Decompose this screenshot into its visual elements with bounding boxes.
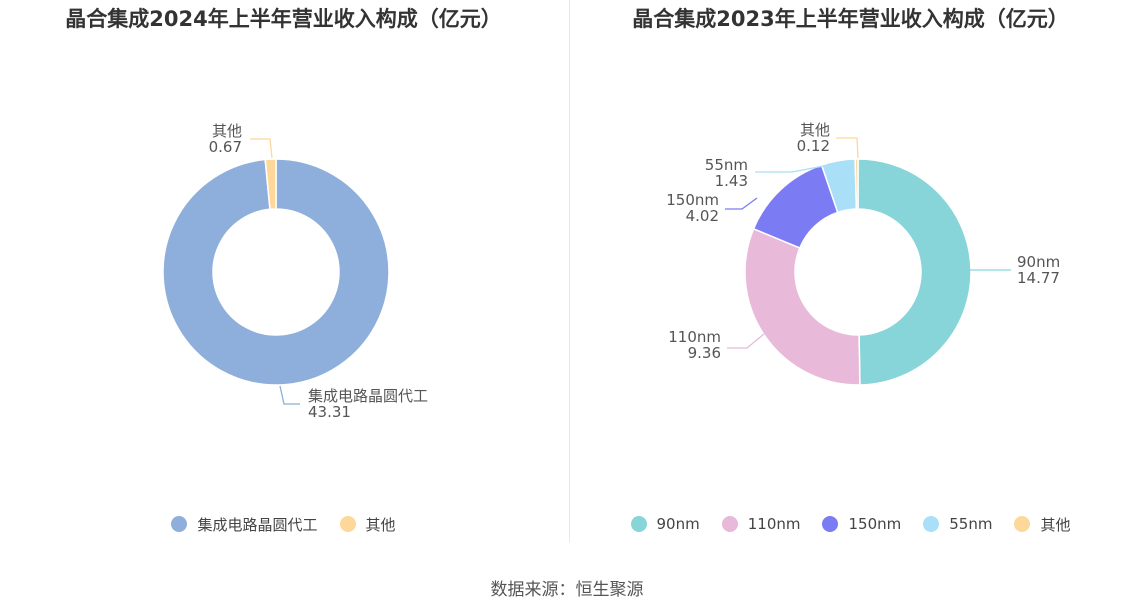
- legend: 90nm 110nm 150nm 55nm 其他: [567, 513, 1134, 535]
- legend-label: 其他: [365, 515, 396, 534]
- slice-其他: [264, 158, 277, 211]
- slice-集成电路晶圆代工: [162, 158, 390, 386]
- legend-label: 110nm: [747, 515, 801, 533]
- legend-label: 集成电路晶圆代工: [197, 515, 318, 534]
- legend-item-55nm[interactable]: 55nm: [923, 515, 992, 533]
- legend-label: 其他: [1040, 515, 1071, 534]
- leader-line-其他: [250, 138, 273, 159]
- chart-title: 晶合集成2024年上半年营业收入构成（亿元）: [65, 7, 502, 31]
- legend-marker: [339, 516, 356, 532]
- slice-value-90nm: 14.77: [1017, 269, 1060, 287]
- slice-其他: [854, 158, 859, 210]
- leader-line-110nm: [727, 333, 765, 349]
- slice-label-其他: 其他: [212, 122, 242, 140]
- legend-marker: [721, 516, 738, 532]
- slice-value-其他: 0.12: [797, 137, 830, 155]
- legend-marker: [630, 516, 647, 532]
- legend-item-集成电路晶圆代工[interactable]: 集成电路晶圆代工: [171, 514, 318, 535]
- legend-marker: [1014, 516, 1031, 532]
- legend-label: 55nm: [949, 515, 993, 533]
- leader-line-55nm: [755, 164, 830, 173]
- chart-title: 晶合集成2023年上半年营业收入构成（亿元）: [632, 7, 1069, 31]
- legend-item-110nm[interactable]: 110nm: [721, 515, 801, 533]
- slice-value-55nm: 1.43: [715, 172, 748, 190]
- slice-90nm: [857, 158, 972, 386]
- slice-label-55nm: 55nm: [705, 156, 748, 174]
- leader-line-集成电路晶圆代工: [279, 385, 300, 405]
- chart-panel-2023: 晶合集成2023年上半年营业收入构成（亿元） 90nm 14.77 110nm 9.3…: [567, 0, 1134, 545]
- legend: 集成电路晶圆代工 其他: [0, 513, 567, 535]
- legend-marker: [171, 516, 188, 532]
- legend-label: 150nm: [848, 515, 902, 533]
- slice-label-150nm: 150nm: [666, 191, 719, 209]
- legend-item-其他[interactable]: 其他: [1014, 514, 1070, 535]
- data-source: 数据来源：恒生聚源: [490, 580, 644, 600]
- slice-label-90nm: 90nm: [1017, 253, 1060, 271]
- legend-marker: [923, 516, 940, 532]
- slice-label-集成电路晶圆代工: 集成电路晶圆代工: [308, 387, 428, 405]
- slice-value-150nm: 4.02: [686, 207, 719, 225]
- slice-label-110nm: 110nm: [668, 328, 721, 346]
- leader-line-其他: [836, 137, 859, 159]
- legend-item-其他[interactable]: 其他: [339, 514, 396, 535]
- chart-panel-2024: 晶合集成2024年上半年营业收入构成（亿元） 集成电路晶圆代工 43.31 其他 0.…: [0, 0, 567, 545]
- legend-marker: [822, 516, 839, 532]
- panel-divider: [569, 0, 570, 542]
- legend-item-150nm[interactable]: 150nm: [822, 515, 901, 533]
- slice-110nm: [744, 227, 861, 386]
- slice-label-其他: 其他: [800, 121, 830, 139]
- legend-item-90nm[interactable]: 90nm: [630, 515, 700, 533]
- leader-line-150nm: [725, 197, 758, 210]
- slice-value-集成电路晶圆代工: 43.31: [308, 403, 351, 421]
- legend-label: 90nm: [656, 515, 700, 533]
- slice-value-其他: 0.67: [209, 138, 242, 156]
- slice-value-110nm: 9.36: [688, 344, 721, 362]
